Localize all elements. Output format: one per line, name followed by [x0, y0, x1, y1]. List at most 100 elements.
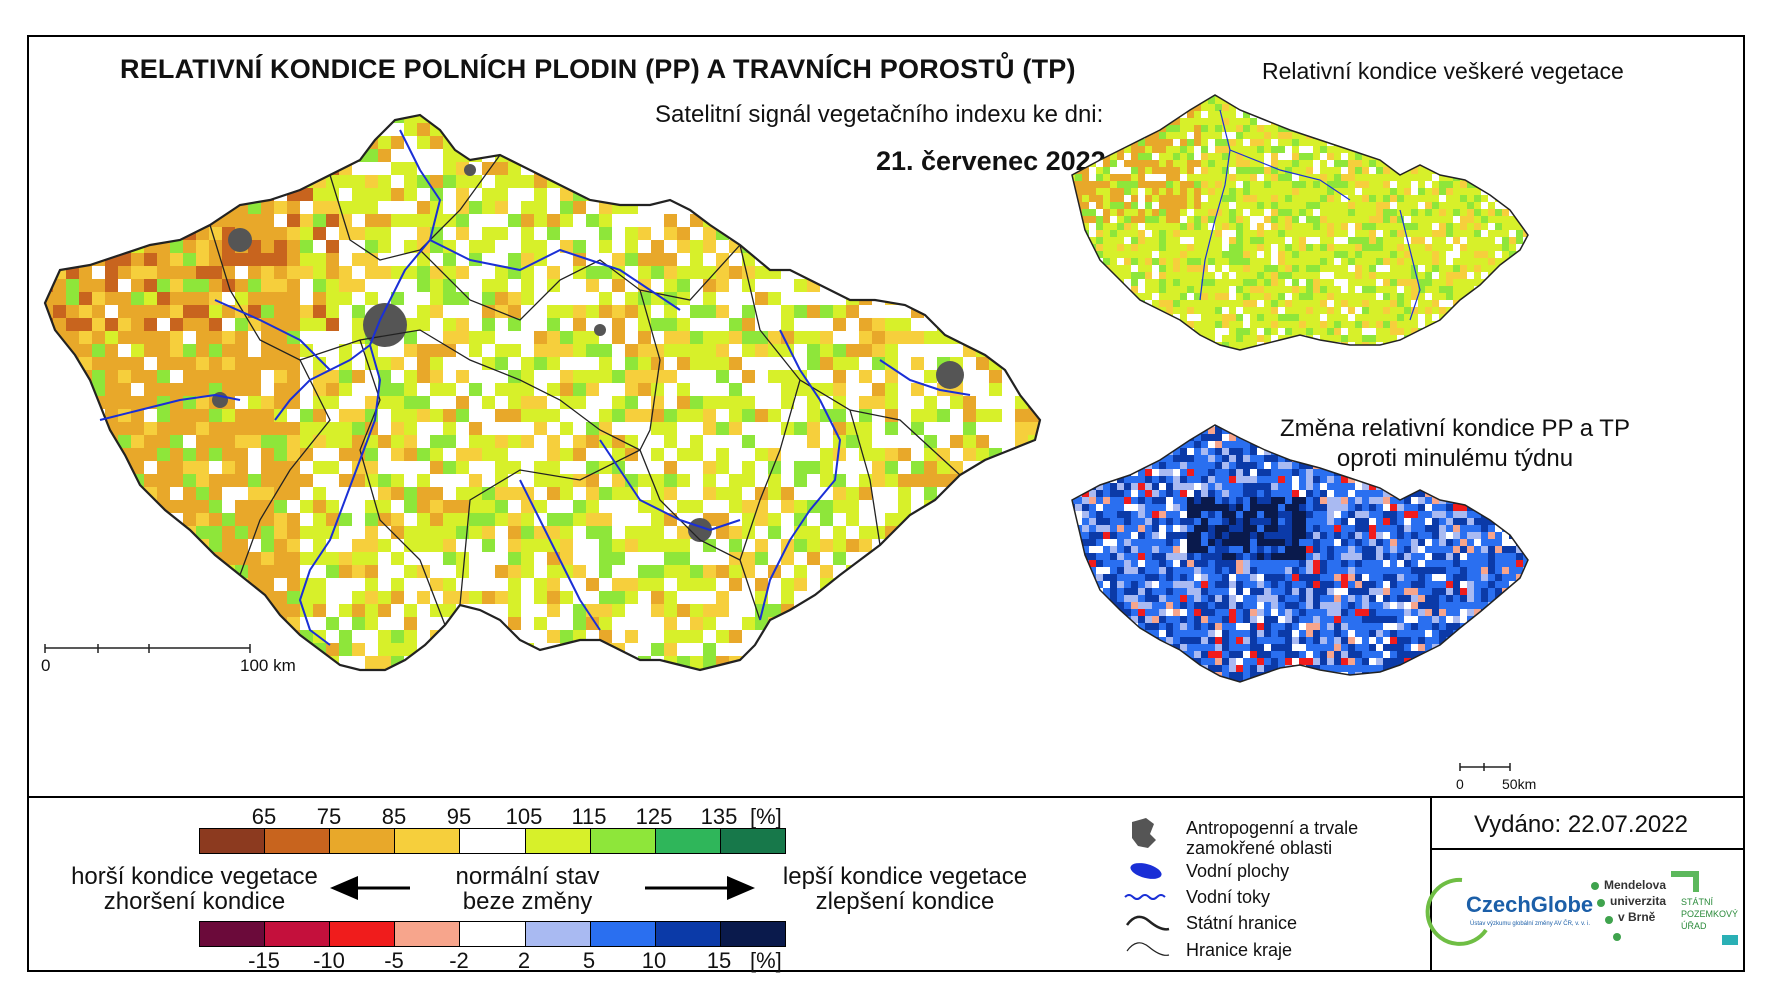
czechglobe-logo [1425, 877, 1488, 946]
change-inset-title: Změna relativní kondice PP a TP oproti m… [1280, 414, 1630, 474]
chg-ticks-label: 10 [641, 948, 667, 973]
cond-scale-swatch-0 [200, 829, 266, 853]
inset-scalebar-end: 50km [1502, 776, 1537, 792]
issued-date: Vydáno: 22.07.2022 [1474, 811, 1688, 838]
better-arrow [645, 876, 755, 900]
chg-ticks-label: 5 [582, 948, 596, 973]
better-label: lepší kondice vegetace zlepšení kondice [760, 864, 1050, 914]
normal-label-line2: beze změny [462, 888, 593, 915]
chg-scale-swatch-5 [525, 922, 591, 946]
chg-scale-swatch-3 [395, 922, 461, 946]
inset-scalebar-start: 0 [1456, 776, 1464, 792]
cond-scale-swatch-7 [655, 829, 721, 853]
cond-scale-swatch-6 [590, 829, 656, 853]
state-border-symbol [1125, 915, 1170, 931]
subtitle: Satelitní signál vegetačního indexu ke d… [655, 101, 1104, 128]
rivers-legend-label: Vodní toky [1186, 887, 1271, 907]
cond-scale-swatch-4 [460, 829, 526, 853]
main-map-region-borders [209, 154, 961, 626]
normal-label: normální stav beze změny [410, 864, 645, 914]
chg-ticks-label: -15 [248, 948, 280, 973]
chg-ticks-label: -10 [313, 948, 345, 973]
condition-scale-unit: [%] [750, 804, 782, 829]
main-condition-map [45, 115, 1040, 670]
main-map-rivers [99, 129, 971, 646]
cond-scale-swatch-1 [265, 829, 331, 853]
cond-ticks-label: 105 [505, 804, 543, 829]
region-border-symbol [1126, 942, 1170, 956]
better-label-line1: lepší kondice vegetace [782, 863, 1028, 890]
change-scale-unit: [%] [750, 948, 782, 973]
czechglobe-logo-subtext: Ústav výzkumu globální změny AV ČR, v. v… [1470, 921, 1591, 927]
czechglobe-logo-text: CzechGlobe [1466, 892, 1594, 917]
change-inset-title-line2: oproti minulému týdnu [1336, 445, 1574, 472]
cond-ticks-label: 85 [381, 804, 407, 829]
mendel-logo-dots [1591, 882, 1621, 941]
cond-ticks-label: 135 [700, 804, 738, 829]
spu-logo-text: STÁTNÍ POZEMKOVÝ ÚŘAD [1681, 896, 1738, 932]
main-map-state-border [43, 113, 1042, 672]
change-inset-title-line1: Změna relativní kondice PP a TP [1280, 415, 1630, 442]
cond-scale-swatch-2 [330, 829, 396, 853]
chg-scale-swatch-2 [330, 922, 396, 946]
vegetation-inset-title: Relativní kondice veškeré vegetace [1262, 58, 1624, 84]
water-body-symbol [1130, 863, 1162, 879]
chg-scale-swatch-4 [460, 922, 526, 946]
main-title: RELATIVNÍ KONDICE POLNÍCH PLODIN (PP) A … [120, 54, 1076, 84]
inset1-rivers [1199, 109, 1421, 321]
normal-label-line1: normální stav [455, 863, 600, 890]
spu-line2: POZEMKOVÝ [1681, 909, 1739, 919]
cond-scale-swatch-8 [720, 829, 785, 853]
worse-label: horší kondice vegetace zhoršení kondice [62, 864, 327, 914]
cond-scale-swatch-5 [525, 829, 591, 853]
cond-ticks-label: 95 [446, 804, 472, 829]
worse-arrow [330, 876, 410, 900]
legend-divider [27, 796, 1745, 798]
mendel-line3: v Brně [1618, 910, 1656, 924]
region-border-legend-label: Hranice kraje [1186, 940, 1293, 960]
chg-scale-swatch-6 [590, 922, 656, 946]
chg-scale-swatch-1 [265, 922, 331, 946]
urban-area-symbol [1132, 818, 1156, 848]
vegetation-condition-inset-map [1072, 95, 1528, 350]
chg-scale-swatch-0 [200, 922, 266, 946]
urban-legend-line2: zamokřené oblasti [1186, 838, 1333, 858]
condition-color-scale [199, 828, 786, 854]
worse-label-line1: horší kondice vegetace [71, 863, 318, 890]
chg-scale-swatch-8 [720, 922, 785, 946]
spu-line1: STÁTNÍ [1681, 897, 1714, 907]
cond-ticks-label: 65 [251, 804, 277, 829]
inset1-state-border [1071, 94, 1529, 351]
change-inset-map [1072, 425, 1528, 682]
urban-legend-line1: Antropogenní a trvale [1186, 818, 1359, 838]
cond-scale-swatch-3 [395, 829, 461, 853]
main-scalebar-start: 0 [41, 656, 51, 675]
state-border-legend-label: Státní hranice [1186, 913, 1298, 933]
date-title: 21. červenec 2022 [876, 146, 1106, 176]
better-label-line2: zlepšení kondice [815, 888, 995, 915]
river-symbol [1124, 894, 1166, 900]
main-scalebar-end: 100 km [240, 656, 296, 675]
chg-ticks-label: 2 [517, 948, 531, 973]
mendel-line2: univerzita [1610, 894, 1667, 908]
change-color-scale [199, 921, 786, 947]
chg-ticks-label: -5 [384, 948, 404, 973]
inset2-state-border [1071, 424, 1529, 683]
mendel-line1: Mendelova [1604, 878, 1667, 892]
chg-ticks-label: -2 [449, 948, 469, 973]
chg-ticks-label: 15 [706, 948, 732, 973]
water-bodies-legend-label: Vodní plochy [1186, 861, 1290, 881]
main-scalebar [44, 644, 251, 653]
worse-label-line2: zhoršení kondice [103, 888, 286, 915]
spu-logo [1671, 871, 1738, 945]
inset-scalebar [1459, 763, 1511, 771]
chg-scale-swatch-7 [655, 922, 721, 946]
cond-ticks-label: 75 [316, 804, 342, 829]
issued-box-divider [1430, 796, 1432, 972]
cond-ticks-label: 125 [635, 804, 673, 829]
spu-line3: ÚŘAD [1681, 921, 1707, 931]
mendel-logo-text: Mendelova univerzita v Brně [1604, 877, 1666, 925]
cond-ticks-label: 115 [571, 804, 607, 829]
issued-box-divider-h [1430, 848, 1745, 850]
